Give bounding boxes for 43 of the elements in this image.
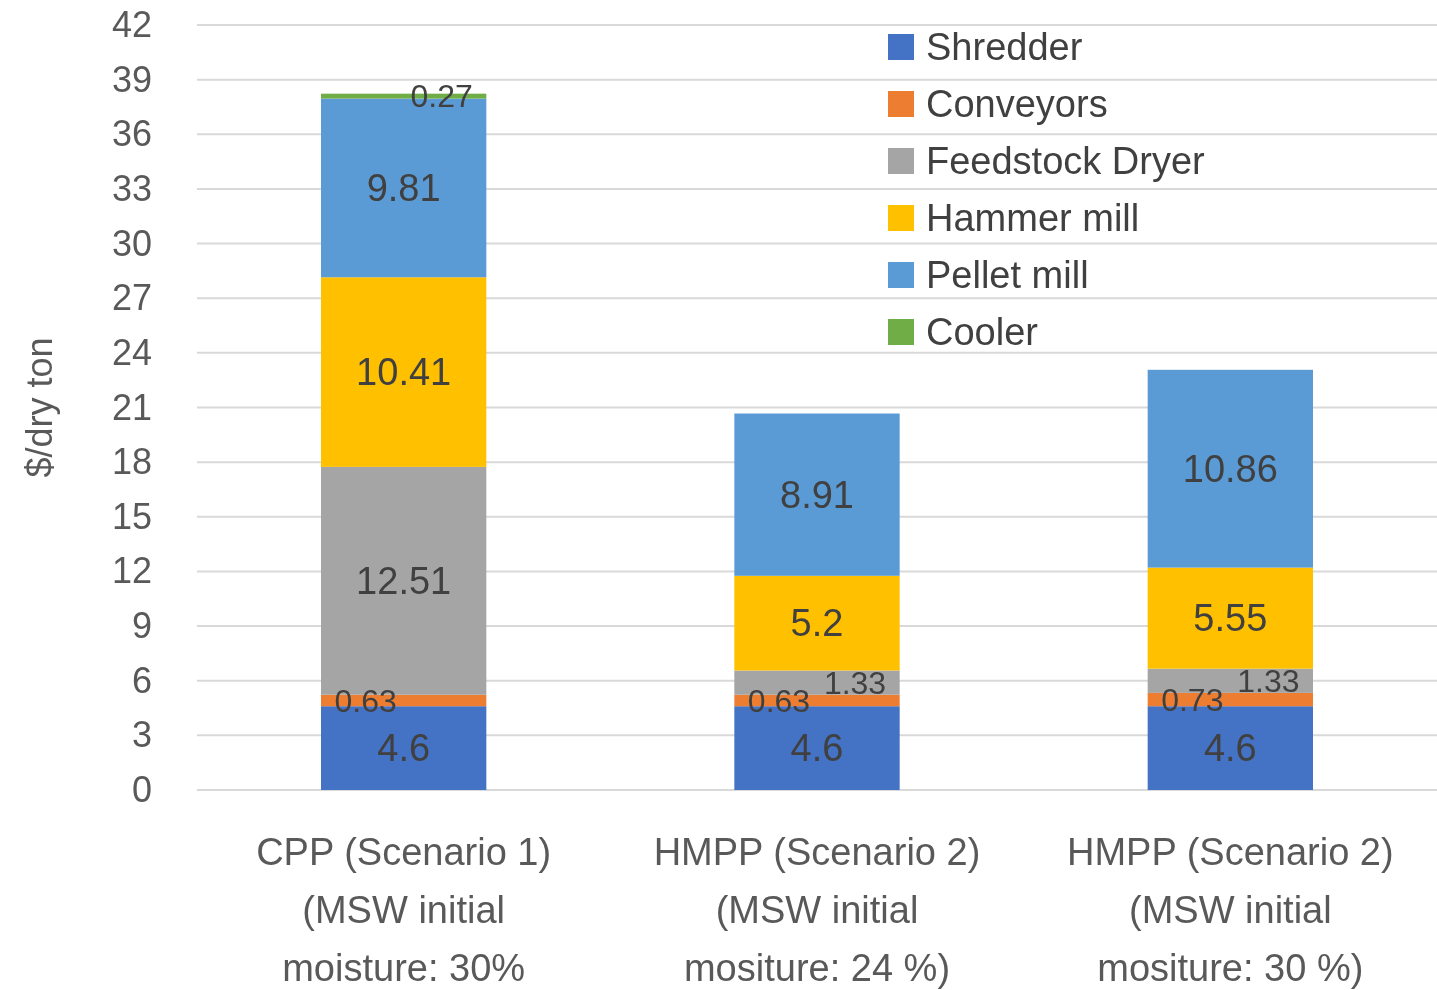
y-tick-label: 3 bbox=[131, 714, 152, 756]
bar bbox=[1147, 369, 1313, 568]
legend-label: Pellet mill bbox=[926, 254, 1089, 297]
y-tick-label: 39 bbox=[111, 58, 152, 100]
y-tick-label: 33 bbox=[111, 167, 152, 209]
legend-label: Cooler bbox=[926, 311, 1039, 354]
legend-label: Hammer mill bbox=[926, 197, 1140, 240]
data-label: 1.33 bbox=[823, 664, 887, 701]
legend-label: Shredder bbox=[926, 26, 1083, 69]
x-tick-label: CPP (Scenario 1) (MSW initial moisture: 30% bbox=[256, 831, 552, 989]
x-tick-label: HMPP (Scenario 2) (MSW initial mositure: 24 %) bbox=[653, 831, 981, 989]
y-axis-title: $/dry ton bbox=[19, 337, 60, 478]
y-tick-label: 21 bbox=[111, 386, 152, 428]
data-label: 4.6 bbox=[377, 727, 431, 770]
data-label: 9.81 bbox=[366, 167, 441, 210]
data-label: 5.2 bbox=[790, 602, 844, 645]
y-tick-label: 9 bbox=[131, 605, 152, 647]
y-tick-label: 12 bbox=[111, 550, 152, 592]
legend-label: Conveyors bbox=[926, 83, 1108, 126]
bar bbox=[1147, 567, 1313, 669]
y-tick-label: 6 bbox=[131, 659, 152, 701]
y-tick-label: 36 bbox=[111, 113, 152, 155]
data-label: 4.6 bbox=[1203, 727, 1257, 770]
y-tick-label: 27 bbox=[111, 277, 152, 319]
data-label: 10.41 bbox=[356, 351, 452, 394]
y-tick-label: 30 bbox=[111, 222, 152, 264]
data-label: 12.51 bbox=[356, 560, 452, 603]
data-label: 0.27 bbox=[410, 78, 473, 115]
y-tick-label: 18 bbox=[111, 441, 152, 483]
data-label: 5.55 bbox=[1193, 597, 1268, 640]
data-label: 10.86 bbox=[1182, 448, 1278, 490]
data-label: 1.33 bbox=[1237, 663, 1300, 700]
bar bbox=[321, 277, 487, 467]
y-tick-label: 24 bbox=[111, 331, 152, 373]
bar bbox=[734, 413, 900, 576]
y-tick-label: 15 bbox=[111, 495, 152, 537]
legend-label: Feedstock Dryer bbox=[926, 140, 1206, 183]
data-label: 4.6 bbox=[790, 727, 844, 770]
bar bbox=[734, 575, 900, 671]
data-label: 8.91 bbox=[780, 473, 854, 516]
y-tick-label: 0 bbox=[131, 769, 152, 811]
y-tick-label: 42 bbox=[111, 4, 152, 46]
x-tick-label: HMPP (Scenario 2) (MSW initial mositure: 30 %) bbox=[1067, 831, 1394, 989]
